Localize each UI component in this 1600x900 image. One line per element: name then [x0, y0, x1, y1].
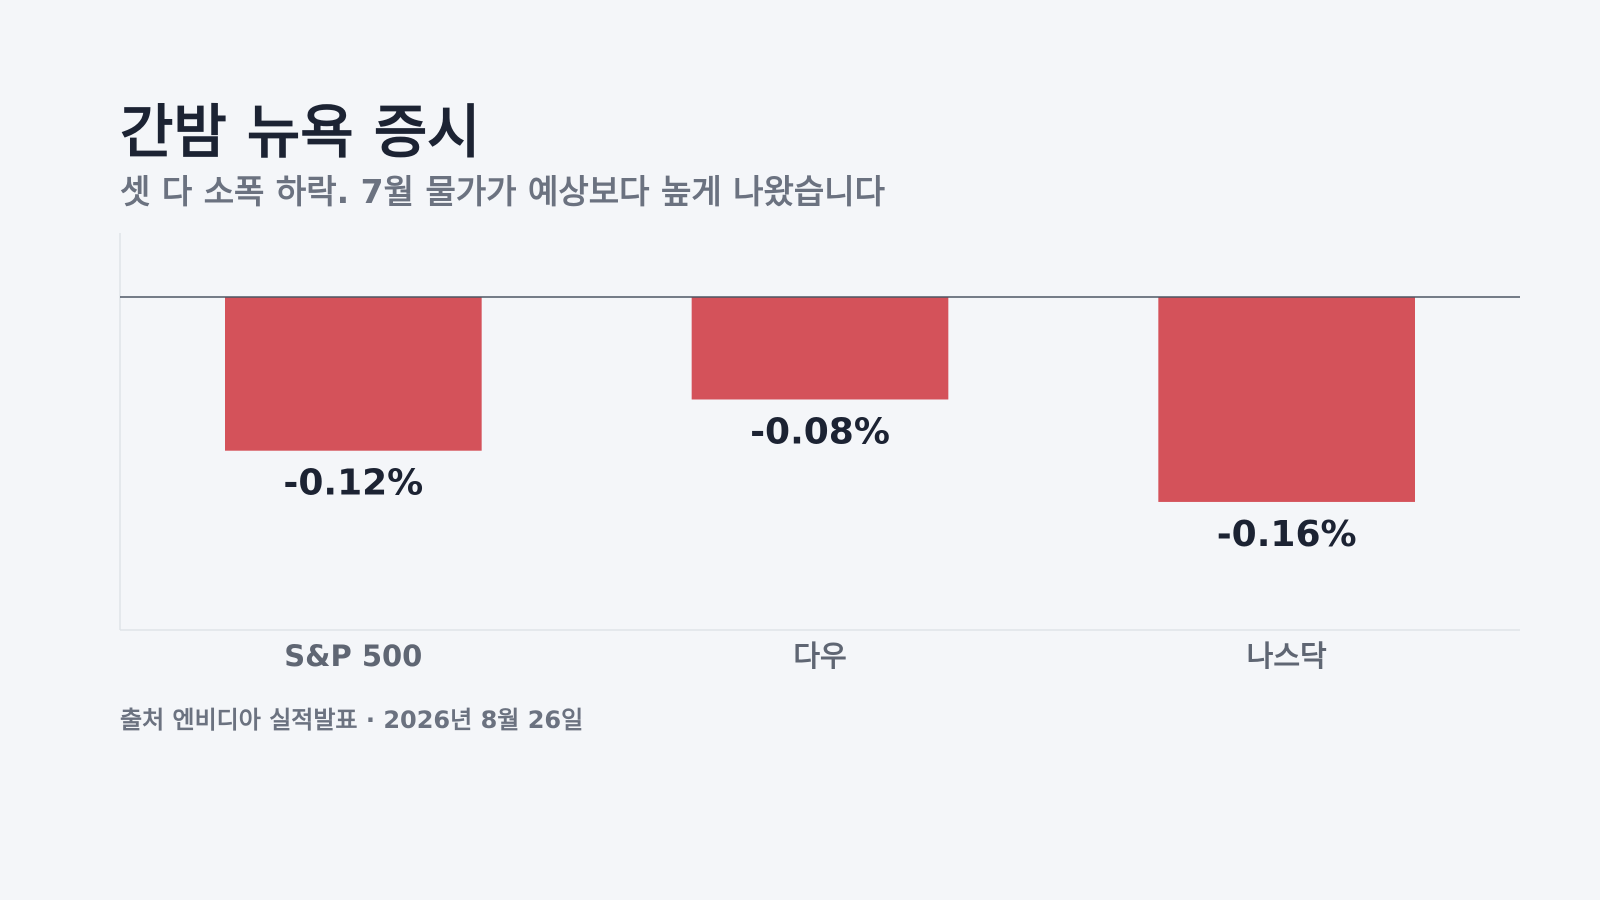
- chart-title: 간밤 뉴욕 증시: [120, 98, 481, 166]
- x-tick-label: 나스닥: [1247, 639, 1327, 673]
- x-tick-label: 다우: [793, 639, 846, 673]
- bar: [225, 297, 482, 451]
- value-label: -0.16%: [1217, 514, 1357, 555]
- chart-subtitle: 셋 다 소폭 하락. 7월 물가가 예상보다 높게 나왔습니다: [120, 172, 886, 211]
- source-note: 출처 엔비디아 실적발표 · 2026년 8월 26일: [120, 706, 583, 734]
- value-label: -0.08%: [750, 411, 890, 452]
- value-label: -0.12%: [283, 463, 423, 504]
- x-tick-label: S&P 500: [284, 639, 422, 673]
- bar: [691, 297, 949, 400]
- bar: [1158, 297, 1415, 502]
